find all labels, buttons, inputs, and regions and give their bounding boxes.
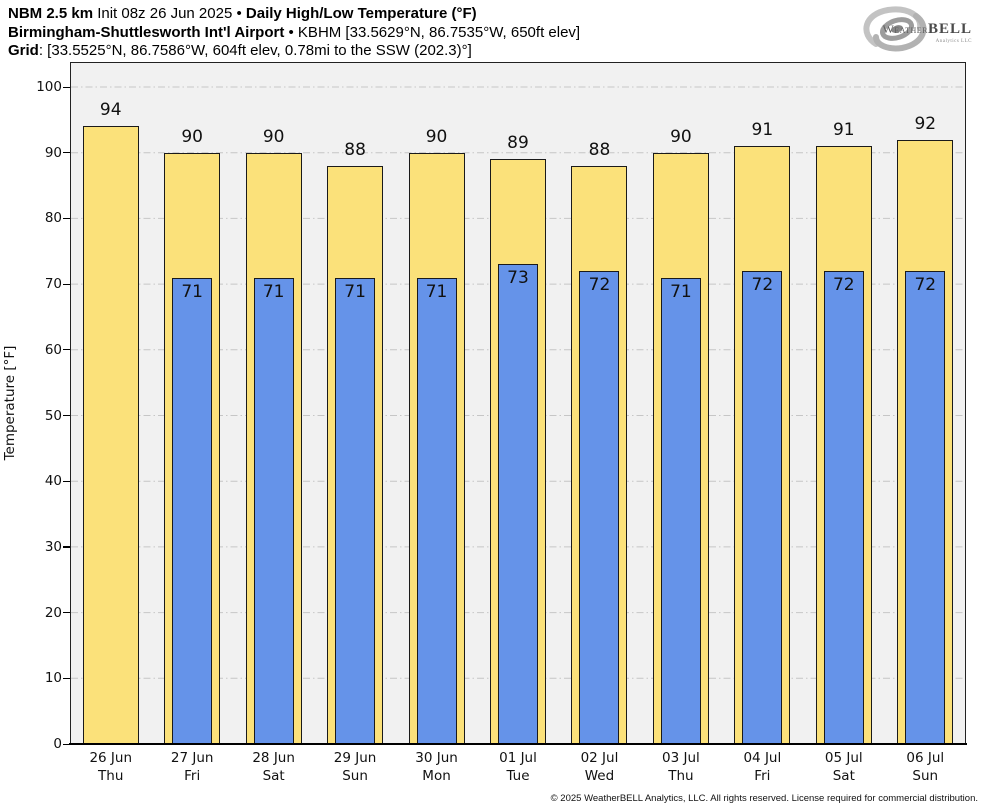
- station-coords: • KBHM [33.5629°N, 86.7535°W, 650ft elev…: [284, 23, 581, 41]
- x-date-label: 04 Jul: [743, 750, 782, 766]
- high-value-label: 94: [99, 100, 122, 121]
- low-value-label: 72: [588, 274, 611, 295]
- y-tick-label-50: 50: [44, 407, 62, 424]
- page-title: Daily High/Low Temperature (°F): [245, 5, 477, 22]
- x-axis-line: [69, 743, 967, 745]
- low-bar: [335, 277, 376, 744]
- y-tick-label-10: 10: [44, 670, 62, 687]
- high-value-label: 92: [914, 113, 937, 134]
- x-date-label: 26 Jun: [89, 750, 133, 766]
- x-day-label: Thu: [98, 768, 124, 784]
- x-day-label: Sat: [832, 768, 855, 784]
- header-line-2: Birmingham-Shuttlesworth Int'l Airport •…: [8, 24, 580, 43]
- y-tick-90: [63, 152, 70, 154]
- x-date-label: 01 Jul: [499, 750, 537, 766]
- x-date-label: 05 Jul: [824, 750, 863, 766]
- header-line-3: Grid: [33.5525°N, 86.7586°W, 604ft elev,…: [8, 42, 580, 61]
- high-value-label: 90: [425, 126, 448, 147]
- y-tick-label-60: 60: [44, 341, 62, 358]
- high-value-label: 90: [181, 126, 203, 147]
- y-tick-70: [63, 283, 70, 285]
- model-name: NBM 2.5 km: [8, 5, 94, 22]
- low-value-label: 71: [262, 281, 285, 302]
- logo-wordmark: WeatherBELL Analytics LLC: [882, 22, 972, 48]
- y-tick-20: [63, 612, 70, 614]
- grid-coords: : [33.5525°N, 86.7586°W, 604ft elev, 0.7…: [38, 42, 472, 59]
- y-tick-100: [63, 86, 70, 88]
- low-bar: [660, 277, 701, 744]
- y-tick-label-90: 90: [44, 144, 62, 161]
- x-date-label: 06 Jul: [906, 750, 945, 766]
- y-tick-label-70: 70: [44, 276, 62, 293]
- y-tick-0: [63, 743, 70, 745]
- high-value-label: 88: [588, 139, 611, 160]
- low-value-label: 73: [507, 268, 529, 289]
- x-date-label: 02 Jul: [580, 750, 619, 766]
- y-tick-80: [63, 217, 70, 220]
- x-date-label: 28 Jun: [252, 750, 295, 766]
- y-tick-label-20: 20: [44, 604, 62, 621]
- low-value-label: 71: [181, 281, 203, 302]
- x-day-label: Mon: [422, 768, 451, 784]
- y-tick-30: [63, 546, 70, 548]
- low-value-label: 72: [914, 274, 937, 295]
- y-tick-label-100: 100: [36, 79, 62, 95]
- init-time: Init 08z 26 Jun 2025 •: [93, 5, 246, 22]
- header-line-1: NBM 2.5 km Init 08z 26 Jun 2025 • Daily …: [8, 5, 580, 24]
- x-date-label: 03 Jul: [662, 750, 700, 766]
- chart-header: NBM 2.5 km Init 08z 26 Jun 2025 • Daily …: [8, 5, 580, 61]
- y-tick-50: [63, 415, 70, 417]
- low-bar: [498, 264, 538, 744]
- x-date-label: 29 Jun: [333, 750, 377, 766]
- high-value-label: 89: [507, 133, 529, 154]
- station-name: Birmingham-Shuttlesworth Int'l Airport: [8, 23, 285, 41]
- low-bar: [253, 277, 294, 744]
- x-day-label: Tue: [506, 768, 530, 784]
- low-value-label: 71: [425, 281, 448, 302]
- x-date-label: 27 Jun: [170, 750, 214, 766]
- x-day-label: Thu: [668, 768, 694, 784]
- hurricane-swirl-icon: [863, 6, 927, 52]
- low-bar: [905, 270, 946, 744]
- y-tick-10: [63, 677, 70, 679]
- low-value-label: 72: [832, 274, 855, 295]
- y-tick-60: [63, 349, 70, 351]
- y-tick-label-80: 80: [44, 210, 62, 227]
- y-tick-label-30: 30: [44, 538, 62, 555]
- y-axis-title: Temperature [°F]: [2, 345, 18, 461]
- grid-label: Grid: [8, 42, 39, 59]
- low-bar: [579, 270, 620, 744]
- low-bar: [742, 270, 783, 744]
- low-bar: [172, 277, 213, 744]
- high-value-label: 91: [751, 120, 774, 141]
- y-tick-label-40: 40: [44, 473, 62, 490]
- y-tick-40: [63, 480, 70, 482]
- high-value-label: 90: [670, 126, 692, 147]
- x-day-label: Sun: [912, 768, 939, 784]
- y-tick-label-0: 0: [53, 736, 62, 752]
- x-day-label: Fri: [184, 768, 201, 784]
- logo-analytics-text: Analytics LLC: [935, 39, 972, 44]
- x-day-label: Sat: [262, 768, 285, 784]
- low-value-label: 71: [670, 281, 692, 302]
- high-bar: [82, 126, 139, 744]
- low-bar: [823, 270, 864, 744]
- low-bar: [416, 277, 457, 744]
- weatherbell-logo: WeatherBELL Analytics LLC: [854, 2, 976, 60]
- x-day-label: Fri: [754, 768, 771, 784]
- x-day-label: Sun: [342, 768, 368, 784]
- high-value-label: 88: [344, 139, 366, 160]
- logo-bell-text: BELL: [927, 21, 972, 37]
- x-date-label: 30 Jun: [415, 750, 458, 766]
- high-value-label: 91: [832, 120, 855, 141]
- copyright-notice: © 2025 WeatherBELL Analytics, LLC. All r…: [550, 793, 978, 804]
- low-value-label: 71: [344, 281, 366, 302]
- x-day-label: Wed: [584, 768, 615, 784]
- high-value-label: 90: [262, 126, 285, 147]
- logo-weather-text: Weather: [882, 22, 928, 36]
- low-value-label: 72: [751, 274, 774, 295]
